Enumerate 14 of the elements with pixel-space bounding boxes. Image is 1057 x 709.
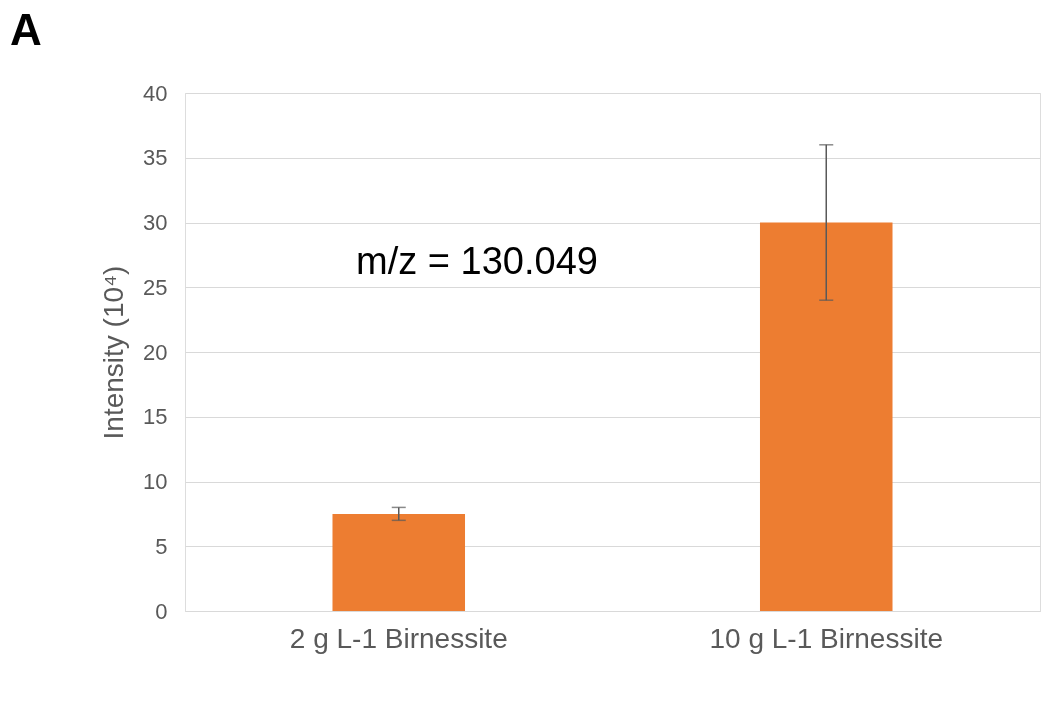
chart-title: A bbox=[10, 5, 42, 54]
y-tick-label: 20 bbox=[143, 339, 168, 365]
y-tick-label: 10 bbox=[143, 469, 168, 494]
y-tick-label: 30 bbox=[143, 210, 168, 235]
x-tick-label: 10 g L-1 Birnessite bbox=[709, 622, 943, 654]
x-tick-label: 2 g L-1 Birnessite bbox=[289, 622, 508, 654]
y-tick-label: 5 bbox=[155, 533, 168, 559]
annotation: m/z = 130.049 bbox=[356, 240, 598, 282]
y-axis-title: Intensity (10⁴) bbox=[98, 265, 130, 440]
y-tick-label: 0 bbox=[155, 598, 168, 624]
y-tick-label: 25 bbox=[143, 274, 168, 300]
y-tick-label: 35 bbox=[143, 145, 168, 171]
y-tick-label: 15 bbox=[143, 404, 168, 430]
y-tick-label: 40 bbox=[143, 80, 168, 106]
